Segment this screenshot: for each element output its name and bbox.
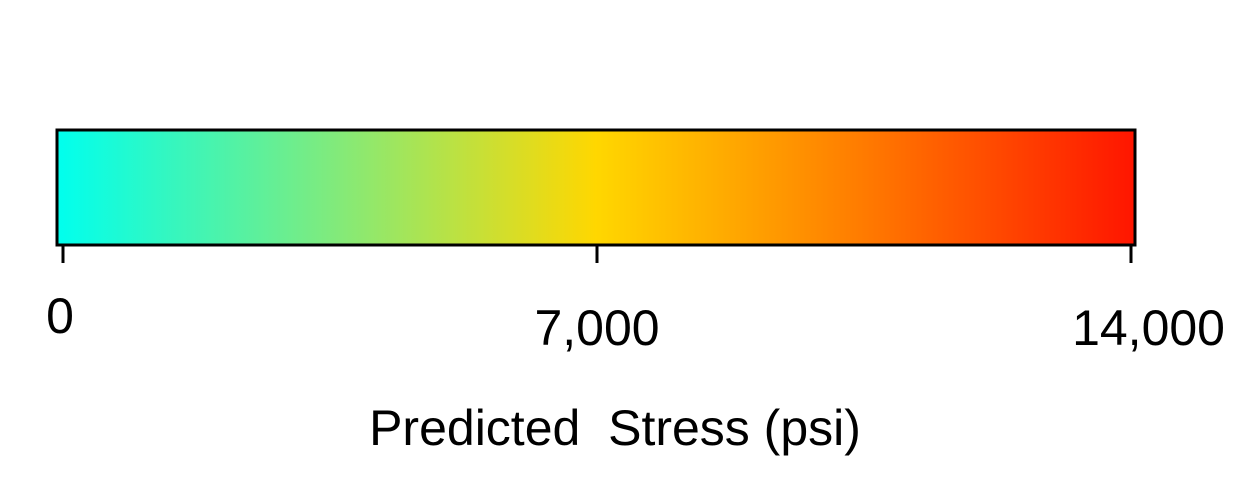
colorbar-gradient-bar	[55, 128, 1137, 247]
tick-label-0: 0	[46, 288, 74, 344]
tick-label-1: 7,000	[534, 300, 659, 356]
tick-label-2: 14,000	[1072, 300, 1225, 356]
colorbar-axis-title: Predicted Stress (psi)	[369, 400, 861, 456]
colorbar-ticks: 0 7,000 14,000	[46, 245, 1225, 356]
